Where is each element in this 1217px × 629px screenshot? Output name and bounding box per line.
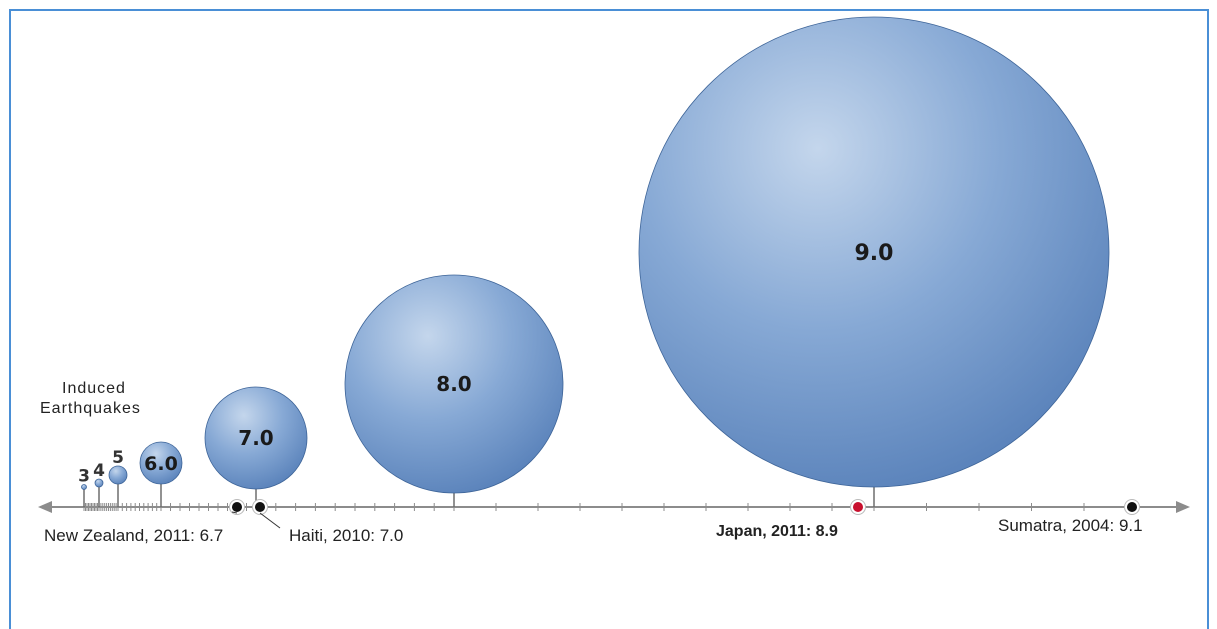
magnitude-label-m3: 3 — [78, 467, 90, 487]
magnitude-bubble-m9 — [638, 16, 1110, 488]
magnitude-label-m5: 5 — [112, 448, 124, 468]
magnitude-label-m7: 7.0 — [238, 426, 273, 450]
magnitude-bubble-m7 — [204, 386, 308, 490]
axis-arrow-right — [1176, 501, 1190, 513]
magnitude-bubbles: 3 45 6.0 7.0 8.0 9.0 — [78, 16, 1110, 507]
magnitude-bubble-m5 — [108, 465, 128, 485]
magnitude-bubble-m6 — [139, 441, 183, 485]
magnitude-label-m9: 9.0 — [855, 241, 894, 266]
event-marker — [853, 502, 863, 512]
event-label: New Zealand, 2011: 6.7 — [44, 526, 223, 545]
event-leader-line — [259, 512, 281, 529]
frame-border-top — [9, 9, 1209, 11]
frame-border-left — [9, 9, 11, 629]
event-label: Japan, 2011: 8.9 — [716, 523, 838, 540]
magnitude-bubble-m4 — [94, 478, 104, 488]
event-marker — [232, 502, 242, 512]
magnitude-label-m6: 6.0 — [144, 453, 178, 475]
event-leader-line — [231, 511, 238, 514]
magnitude-label-m8: 8.0 — [436, 372, 471, 396]
magnitude-bubble-m8 — [344, 274, 564, 494]
induced-earthquakes-label-line2: Earthquakes — [40, 400, 141, 417]
event-label: Sumatra, 2004: 9.1 — [998, 516, 1143, 535]
magnitude-bubble-m3 — [81, 484, 87, 490]
event-label: Haiti, 2010: 7.0 — [289, 526, 403, 545]
induced-earthquakes-label: Induced — [62, 380, 126, 397]
magnitude-label-m4: 4 — [93, 461, 105, 481]
frame-border-right — [1207, 9, 1209, 629]
event-marker — [255, 502, 265, 512]
earthquake-events: New Zealand, 2011: 6.7 Haiti, 2010: 7.0 Ja… — [44, 499, 1143, 545]
axis-arrow-left — [38, 501, 52, 513]
event-marker — [1127, 502, 1137, 512]
